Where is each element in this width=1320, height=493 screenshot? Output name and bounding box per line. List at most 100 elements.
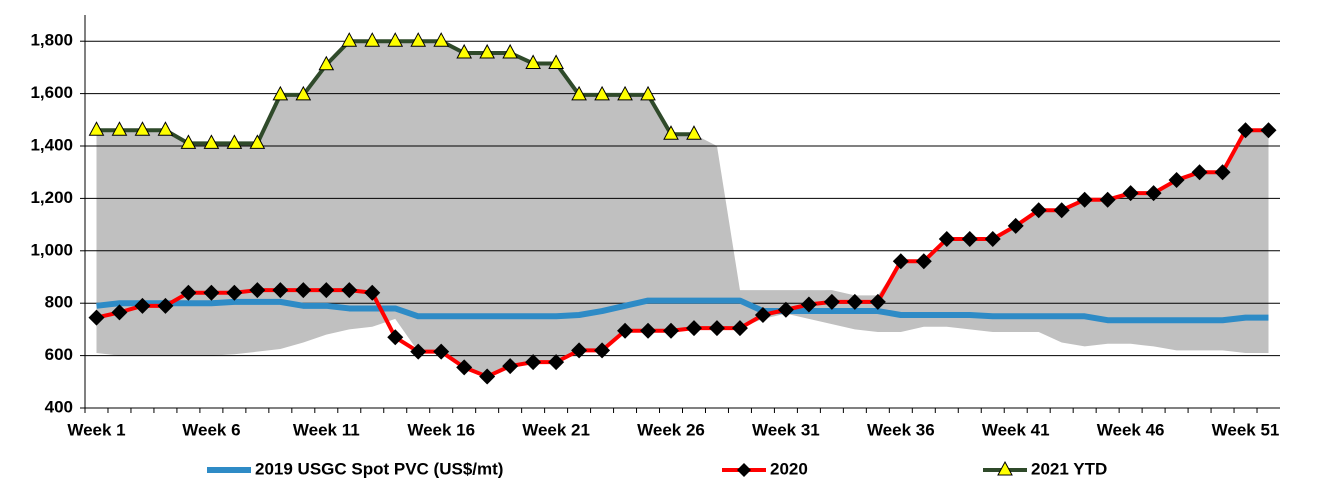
y-tick-label: 1,600: [30, 83, 73, 102]
marker: [1191, 164, 1208, 181]
y-tick-label: 1,200: [30, 188, 73, 207]
marker: [387, 32, 404, 47]
legend-label: 2020: [770, 459, 808, 478]
marker: [617, 322, 634, 339]
marker: [663, 322, 680, 339]
marker: [88, 121, 105, 136]
x-tick-label: Week 26: [637, 420, 705, 439]
marker: [1076, 191, 1093, 208]
marker: [548, 354, 565, 371]
marker: [157, 121, 174, 136]
marker: [203, 284, 220, 301]
marker: [1099, 191, 1116, 208]
y-tick-label: 1,800: [30, 31, 73, 50]
marker: [433, 343, 450, 360]
marker: [663, 125, 679, 140]
marker: [617, 85, 633, 101]
marker: [318, 282, 335, 299]
marker: [249, 282, 266, 299]
marker: [548, 54, 564, 69]
x-tick-label: Week 16: [407, 420, 475, 439]
marker: [479, 43, 496, 59]
marker: [1260, 122, 1277, 139]
y-tick-label: 400: [45, 397, 73, 416]
x-tick-label: Week 36: [867, 420, 935, 439]
marker: [111, 304, 128, 321]
x-tick-label: Week 1: [67, 420, 125, 439]
marker: [433, 32, 450, 47]
marker: [640, 322, 657, 339]
y-tick-label: 600: [45, 345, 73, 364]
marker: [134, 121, 151, 136]
y-tick-label: 1,400: [30, 135, 73, 154]
marker: [777, 301, 794, 318]
marker: [1214, 164, 1231, 181]
marker: [571, 342, 588, 359]
marker: [341, 282, 358, 299]
marker: [686, 125, 702, 140]
marker: [823, 293, 840, 310]
marker: [731, 320, 748, 337]
marker: [180, 284, 197, 301]
marker: [708, 320, 725, 337]
marker: [318, 55, 335, 71]
marker: [525, 54, 541, 69]
marker: [525, 354, 542, 371]
marker: [272, 282, 289, 299]
marker: [88, 309, 105, 326]
x-tick-label: Week 31: [752, 420, 820, 439]
marker: [502, 43, 518, 59]
legend-marker: [737, 463, 751, 477]
marker: [1145, 185, 1162, 202]
marker: [754, 306, 771, 323]
series-line: [96, 297, 1269, 324]
marker: [1030, 202, 1047, 219]
marker: [1168, 172, 1185, 189]
marker: [938, 231, 955, 248]
range-band: [96, 41, 1269, 377]
series-line: [96, 128, 1269, 379]
marker: [249, 134, 266, 149]
marker: [594, 85, 610, 101]
y-tick-label: 1,000: [30, 240, 73, 259]
marker: [226, 134, 243, 149]
marker: [961, 231, 978, 248]
legend-label: 2021 YTD: [1031, 459, 1107, 478]
x-tick-label: Week 41: [982, 420, 1050, 439]
marker: [1237, 122, 1254, 139]
legend-marker: [997, 460, 1013, 476]
marker: [387, 329, 404, 346]
y-tick-label: 800: [45, 293, 73, 312]
marker: [479, 368, 496, 385]
marker: [594, 342, 611, 359]
marker: [157, 297, 174, 314]
marker: [640, 85, 656, 101]
marker: [341, 32, 358, 47]
marker: [571, 85, 587, 101]
marker: [134, 297, 151, 314]
marker: [226, 284, 243, 301]
marker: [295, 85, 312, 101]
x-tick-label: Week 21: [522, 420, 590, 439]
marker: [272, 85, 289, 101]
marker: [800, 296, 817, 313]
marker: [364, 284, 381, 301]
marker: [846, 293, 863, 310]
marker: [1053, 202, 1070, 219]
marker: [456, 359, 473, 376]
marker: [410, 343, 427, 360]
marker: [915, 253, 932, 270]
legend-label: 2019 USGC Spot PVC (US$/mt): [255, 459, 503, 478]
x-tick-label: Week 46: [1097, 420, 1165, 439]
marker: [203, 134, 220, 149]
marker: [180, 134, 197, 149]
marker: [456, 43, 473, 59]
marker: [295, 282, 312, 299]
x-tick-label: Week 6: [182, 420, 240, 439]
marker: [984, 231, 1001, 248]
marker: [892, 253, 909, 270]
marker: [1122, 185, 1139, 202]
marker: [111, 121, 128, 136]
marker: [685, 320, 702, 337]
